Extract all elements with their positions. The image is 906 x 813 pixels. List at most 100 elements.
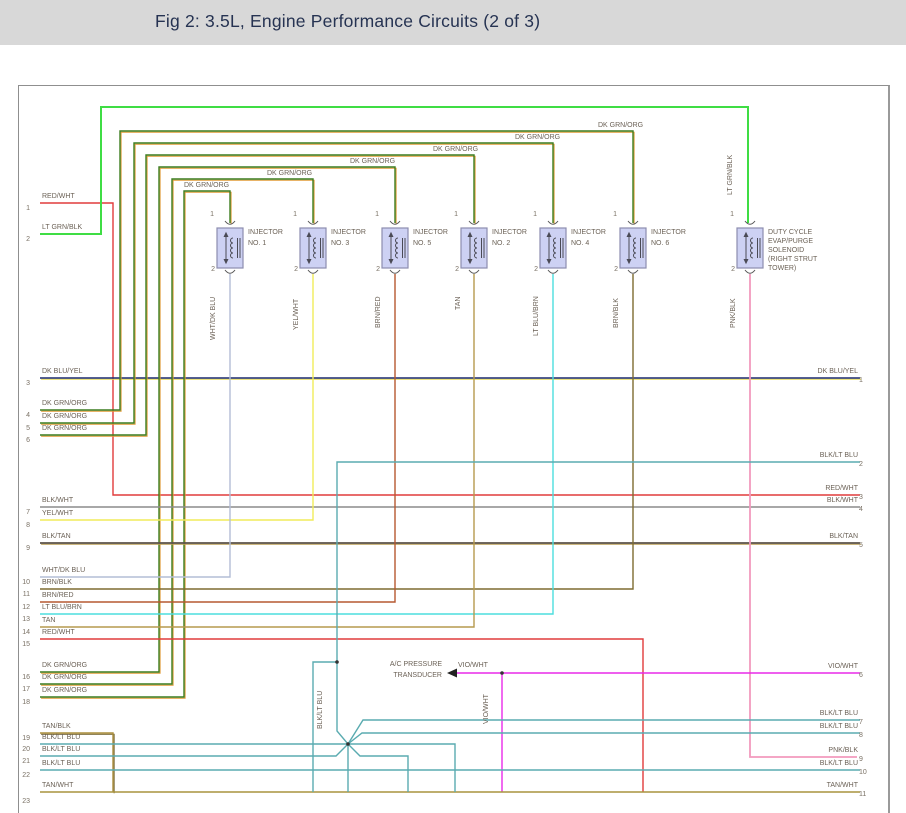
left-pin-number: 23: [22, 798, 30, 805]
right-pin-label: DK BLU/YEL: [817, 368, 858, 375]
page-title: Fig 2: 3.5L, Engine Performance Circuits…: [155, 11, 541, 31]
top-feed-label: DK GRN/ORG: [350, 158, 396, 165]
injector-6-pin-bottom-number: 2: [614, 266, 618, 273]
injector-4-bottom-connector-icon: [468, 269, 480, 274]
wire: [40, 274, 314, 521]
injector-6-arrow-up-icon: [626, 231, 632, 237]
right-pin-number: 5: [859, 542, 863, 549]
left-pin-label: BLK/LT BLU: [42, 746, 81, 753]
injector-6-label-line2: NO. 6: [651, 240, 670, 247]
right-pin-number: 11: [859, 791, 867, 798]
injector-1-pin-top-number: 1: [210, 211, 214, 218]
injector-3-box: [381, 227, 409, 269]
right-pin-number: 7: [859, 719, 863, 726]
diagram-border: [18, 85, 890, 813]
injector-1-label-line1: INJECTOR: [248, 229, 283, 236]
top-feed-label: DK GRN/ORG: [184, 182, 230, 189]
injector-1-coil-icon: [230, 237, 234, 259]
solenoid-label-line1: DUTY CYCLE: [768, 229, 813, 236]
injector-5-arrow-down-icon: [546, 259, 552, 265]
wire-stripe: [41, 143, 555, 425]
solenoid-label-line4: (RIGHT STRUT: [768, 256, 818, 263]
wire: [336, 461, 860, 792]
injector-1-bottom-connector-icon: [224, 269, 236, 274]
injector-2-label-line2: NO. 3: [331, 240, 350, 247]
wire: [40, 274, 634, 590]
wire: [40, 202, 860, 496]
wire-stripe: [41, 179, 315, 686]
injector-5-box: [539, 227, 567, 269]
wire: [347, 732, 860, 745]
injector-4-label-line2: NO. 2: [492, 240, 511, 247]
injector-4-arrow-down-icon: [467, 259, 473, 265]
injector-1-pin-bottom-number: 2: [211, 266, 215, 273]
left-pin-label: BRN/RED: [42, 592, 74, 599]
wire: [40, 166, 396, 673]
injector-1-arrow-down-icon: [223, 259, 229, 265]
transducer-wire-label: VIO/WHT: [458, 662, 488, 669]
left-pin-label: TAN: [42, 617, 56, 624]
injector-5-pin-bottom-number: 2: [534, 266, 538, 273]
top-feed-label: DK GRN/ORG: [515, 134, 561, 141]
injector-6-label-line1: INJECTOR: [651, 229, 686, 236]
vertical-wire-label: BLK/LT BLU: [317, 690, 324, 729]
left-pin-number: 8: [26, 522, 30, 529]
left-pin-label: BLK/TAN: [42, 533, 71, 540]
wire: [40, 743, 456, 792]
left-pin-number: 16: [22, 674, 30, 681]
injector-5-label-line1: INJECTOR: [571, 229, 606, 236]
left-pin-label: LT BLU/BRN: [42, 604, 82, 611]
top-feed-label: DK GRN/ORG: [598, 122, 644, 129]
injector-5-coil-icon: [553, 237, 557, 259]
vertical-wire-label: BRN/RED: [375, 296, 382, 328]
left-pin-number: 19: [22, 735, 30, 742]
right-pin-number: 6: [859, 672, 863, 679]
injector-2-arrow-down-icon: [306, 259, 312, 265]
junction-dot: [346, 742, 350, 746]
injector-6-pin-top-number: 1: [613, 211, 617, 218]
left-pin-number: 4: [26, 412, 30, 419]
left-pin-number: 6: [26, 437, 30, 444]
solenoid-bottom-connector-icon: [744, 269, 756, 274]
injector-3-coil-icon: [395, 237, 399, 259]
left-pin-label: LT GRN/BLK: [42, 224, 83, 231]
left-pin-label: TAN/WHT: [42, 782, 74, 789]
left-pin-number: 5: [26, 425, 30, 432]
injector-4-coil-icon: [474, 237, 478, 259]
solenoid-box: [736, 227, 764, 269]
left-pin-number: 21: [22, 758, 30, 765]
wire: [40, 106, 749, 235]
injector-6-bottom-connector-icon: [627, 269, 639, 274]
vertical-wire-label: BRN/BLK: [613, 298, 620, 328]
left-pin-number: 13: [22, 616, 30, 623]
wire: [40, 274, 396, 603]
wire-stripe: [41, 131, 635, 412]
right-pin-number: 4: [859, 506, 863, 513]
vertical-wire-label: LT GRN/BLK: [727, 154, 734, 195]
injector-4-box: [460, 227, 488, 269]
left-pin-label: DK GRN/ORG: [42, 425, 88, 432]
solenoid-top-connector-icon: [744, 220, 756, 225]
injector-4-label-line1: INJECTOR: [492, 229, 527, 236]
solenoid-arrow-down-icon: [743, 259, 749, 265]
left-pin-number: 11: [22, 591, 30, 598]
injector-3-arrow-down-icon: [388, 259, 394, 265]
right-pin-label: RED/WHT: [825, 485, 858, 492]
injector-3-pin-bottom-number: 2: [376, 266, 380, 273]
left-pin-number: 12: [22, 604, 30, 611]
left-pin-number: 15: [22, 641, 30, 648]
injector-3-bottom-connector-icon: [389, 269, 401, 274]
injector-2-bottom-connector-icon: [307, 269, 319, 274]
vertical-wire-label: LT BLU/BRN: [533, 296, 540, 336]
vertical-wire-label: PNK/BLK: [730, 298, 737, 328]
right-pin-number: 10: [859, 769, 867, 776]
wire: [40, 178, 314, 685]
left-pin-label: RED/WHT: [42, 629, 75, 636]
left-pin-number: 20: [22, 746, 30, 753]
injector-2-top-connector-icon: [307, 220, 319, 225]
left-pin-number: 3: [26, 380, 30, 387]
injector-2-arrow-up-icon: [306, 231, 312, 237]
wire: [40, 154, 475, 436]
top-feed-label: DK GRN/ORG: [433, 146, 479, 153]
